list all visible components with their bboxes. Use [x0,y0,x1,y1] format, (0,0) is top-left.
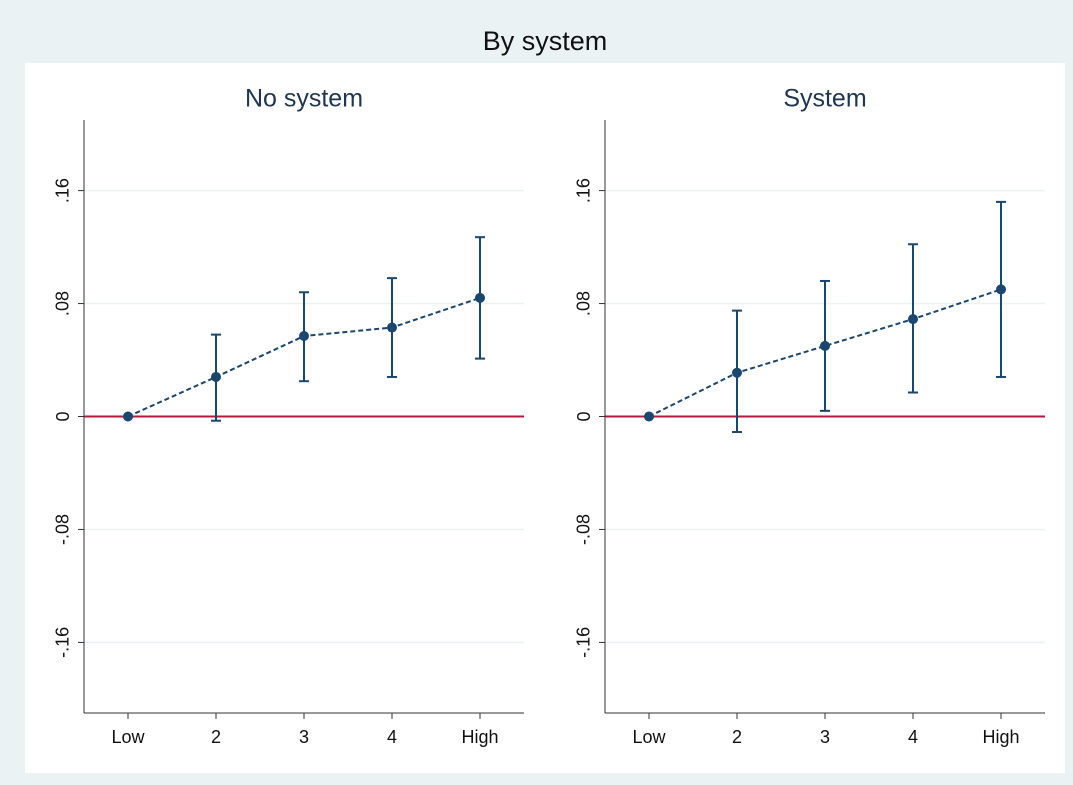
y-tick-label: .16 [53,178,73,203]
y-tick-label: -.08 [53,514,73,545]
y-tick-label: 0 [53,411,73,421]
y-tick-label: .08 [574,291,594,316]
y-tick-label: 0 [574,411,594,421]
x-tick-label: 4 [387,727,397,747]
point [908,314,918,325]
point [732,367,742,378]
y-tick-label: -.16 [53,627,73,658]
point [123,411,133,422]
point [299,331,309,342]
plot-panel [25,63,1065,773]
x-tick-label: High [982,727,1019,747]
x-tick-label: 4 [908,727,918,747]
subplot-title: No system [245,85,363,113]
x-tick-label: Low [632,727,666,747]
x-tick-label: High [461,727,498,747]
y-tick-label: -.16 [574,627,594,658]
x-tick-label: 3 [299,727,309,747]
series-line [648,288,1002,418]
chart-title: By system [483,26,608,56]
point [211,371,221,382]
subplot-title: System [783,85,866,113]
y-tick-label: .16 [574,178,594,203]
x-tick-label: Low [111,727,145,747]
point [644,411,654,422]
x-tick-label: 2 [732,727,742,747]
y-tick-label: -.08 [574,514,594,545]
point [475,292,485,303]
y-tick-label: .08 [53,291,73,316]
point [996,284,1006,295]
x-tick-label: 2 [211,727,221,747]
point [387,322,397,333]
point [820,340,830,351]
x-tick-label: 3 [820,727,830,747]
